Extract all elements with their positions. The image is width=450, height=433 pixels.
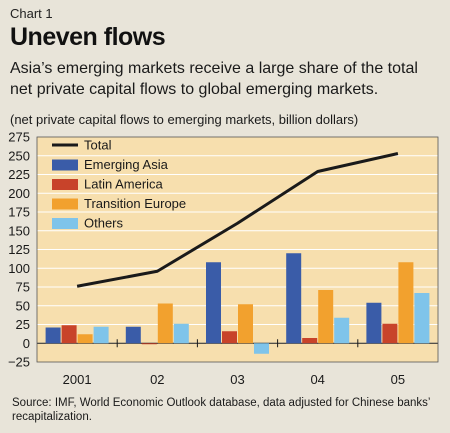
bar-transition-europe	[238, 304, 253, 344]
bar-latin-america	[302, 338, 318, 344]
y-tick-label: −25	[8, 355, 30, 370]
bar-others	[334, 317, 350, 344]
x-tick-label: 2001	[63, 372, 92, 387]
y-tick-label: 125	[8, 242, 30, 257]
y-tick-label: 75	[16, 280, 30, 295]
legend-swatch-transition-europe	[52, 198, 78, 210]
bar-others	[93, 326, 109, 344]
bar-emerging-asia	[206, 262, 221, 344]
x-tick-label: 04	[310, 372, 324, 387]
source-note: Source: IMF, World Economic Outlook data…	[12, 397, 431, 423]
y-tick-label: 100	[8, 261, 30, 276]
legend-swatch-others	[52, 218, 78, 229]
bar-others	[173, 323, 189, 344]
legend-label: Transition Europe	[84, 196, 186, 211]
bar-latin-america	[61, 325, 77, 344]
y-tick-label: 25	[16, 317, 30, 332]
y-tick-label: 200	[8, 186, 30, 201]
bar-emerging-asia	[286, 253, 302, 344]
bar-transition-europe	[157, 303, 173, 344]
legend-label: Emerging Asia	[84, 157, 169, 172]
bar-emerging-asia	[125, 326, 141, 344]
bar-transition-europe	[318, 290, 334, 344]
bar-transition-europe	[77, 334, 93, 344]
bar-latin-america	[141, 343, 157, 345]
x-tick-label: 05	[391, 372, 405, 387]
legend-label: Latin America	[84, 177, 164, 192]
legend-swatch-emerging-asia	[52, 159, 78, 171]
chart-svg: −25 0 25 50 75 100 125 150 175 200 225 250 275 2001 02…	[8, 130, 439, 387]
bar-latin-america	[382, 323, 398, 344]
legend-label: Others	[84, 216, 124, 231]
chart-subtitle: Asia’s emerging markets receive a large …	[10, 60, 418, 98]
chart-title: Uneven flows	[10, 23, 166, 51]
chart-label: Chart 1	[10, 6, 53, 21]
legend-swatch-latin-america	[52, 179, 78, 190]
y-tick-label: 250	[8, 148, 30, 163]
bar-others	[414, 293, 430, 344]
y-tick-label: 0	[23, 336, 30, 351]
y-tick-label: 175	[8, 205, 30, 220]
bar-others	[254, 343, 269, 354]
plot-frame	[36, 136, 439, 363]
chart-unit-note: (net private capital flows to emerging m…	[10, 112, 359, 127]
y-tick-label: 225	[8, 167, 30, 182]
line-total	[76, 152, 399, 288]
bar-emerging-asia	[366, 302, 382, 344]
bar-latin-america	[222, 331, 237, 344]
y-tick-label: 50	[16, 298, 30, 313]
bar-emerging-asia	[45, 327, 61, 344]
legend-label: Total	[84, 138, 112, 153]
x-tick-label: 03	[230, 372, 244, 387]
bar-transition-europe	[398, 262, 414, 344]
x-tick-label: 02	[150, 372, 164, 387]
y-tick-label: 150	[8, 223, 30, 238]
y-tick-label: 275	[8, 130, 30, 145]
